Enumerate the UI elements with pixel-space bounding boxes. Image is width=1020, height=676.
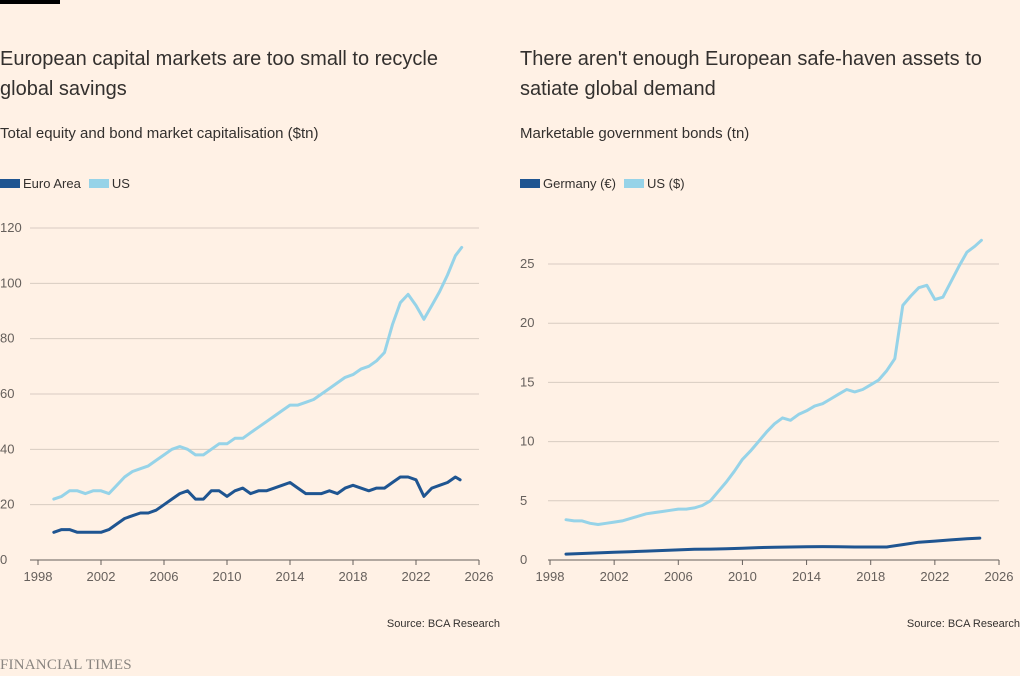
legend-swatch (520, 179, 540, 188)
legend-item-euro-area: Euro Area (0, 176, 81, 191)
chart-legend: Germany (€) US ($) (520, 176, 693, 191)
chart-panel-right: There aren't enough European safe-haven … (520, 0, 1020, 640)
series-line-germany (564, 536, 982, 556)
chart-panel-left: European capital markets are too small t… (0, 0, 500, 640)
x-tick-label: 2018 (856, 569, 885, 584)
source-note: Source: BCA Research (386, 618, 500, 630)
series-line-us (52, 245, 464, 501)
legend-item-germany: Germany (€) (520, 176, 616, 191)
y-tick-label: 5 (520, 493, 527, 508)
y-tick-label: 60 (0, 386, 14, 401)
legend-swatch (88, 179, 109, 188)
y-tick-label: 40 (0, 441, 14, 456)
y-tick-label: 15 (520, 374, 534, 389)
x-tick-label: 2014 (276, 569, 305, 584)
y-tick-label: 80 (0, 331, 14, 346)
source-note: Source: BCA Research (906, 618, 1020, 630)
legend-label: US (111, 176, 130, 191)
legend-label: Euro Area (23, 176, 81, 191)
x-tick-label: 2006 (664, 569, 693, 584)
y-tick-label: 20 (0, 497, 14, 512)
legend-label: US ($) (646, 176, 685, 191)
y-tick-label: 0 (520, 552, 527, 567)
y-tick-label: 0 (0, 552, 7, 567)
chart-subtitle: Marketable government bonds (tn) (520, 125, 750, 142)
x-tick-label: 2026 (465, 569, 494, 584)
x-tick-label: 2002 (87, 569, 116, 584)
x-tick-label: 2022 (402, 569, 431, 584)
y-tick-label: 100 (0, 275, 22, 290)
chart-title: There aren't enough European safe-haven … (520, 48, 982, 100)
x-tick-label: 1998 (536, 569, 565, 584)
legend-swatch (0, 179, 20, 188)
y-tick-label: 120 (0, 220, 22, 235)
line-chart-plot: 0 5 10 15 20 25 1998 2002 2006 2010 2014 2018 2022 20… (520, 238, 1014, 584)
legend-label: Germany (€) (543, 176, 616, 191)
chart-legend: Euro Area US (0, 176, 138, 191)
x-tick-label: 2006 (150, 569, 179, 584)
chart-title: European capital markets are too small t… (0, 48, 438, 100)
series-line-us (564, 238, 983, 526)
x-tick-label: 2026 (985, 569, 1014, 584)
x-tick-label: 1998 (24, 569, 53, 584)
brand-top-bar (0, 0, 60, 4)
y-tick-label: 20 (520, 315, 534, 330)
line-chart-plot: 0 20 40 60 80 100 120 1998 2002 2006 2010 2014 2018 2… (0, 220, 494, 584)
legend-swatch (623, 179, 644, 188)
x-tick-label: 2010 (213, 569, 242, 584)
x-tick-label: 2014 (792, 569, 821, 584)
x-tick-label: 2002 (600, 569, 629, 584)
y-tick-label: 25 (520, 256, 534, 271)
ft-logo: FINANCIAL TIMES (0, 657, 132, 673)
series-line-euro-area (52, 475, 462, 534)
x-tick-label: 2010 (728, 569, 757, 584)
chart-subtitle: Total equity and bond market capitalisat… (0, 125, 319, 142)
legend-item-us: US (88, 176, 130, 191)
y-tick-label: 10 (520, 434, 534, 449)
legend-item-us: US ($) (623, 176, 685, 191)
x-tick-label: 2022 (920, 569, 949, 584)
x-tick-label: 2018 (339, 569, 368, 584)
